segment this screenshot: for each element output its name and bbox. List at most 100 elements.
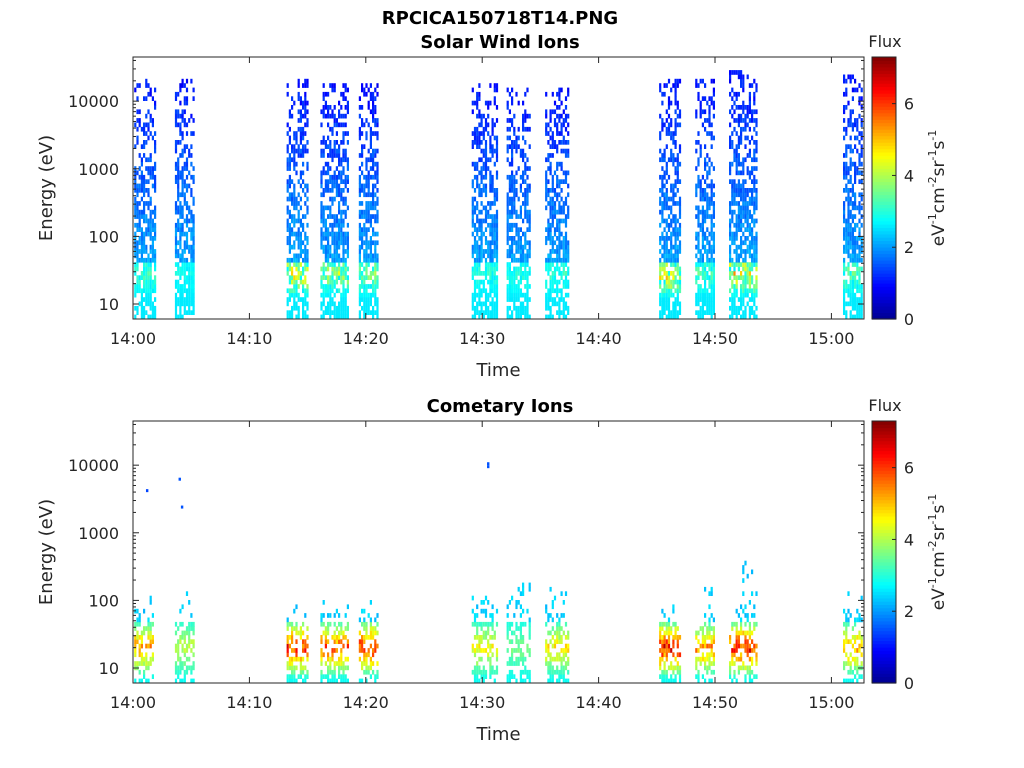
heatmap-cell [331,284,334,289]
heatmap-cell [526,192,529,198]
heatmap-cell [856,279,859,285]
heatmap-cell [556,621,559,627]
heatmap-cell [551,288,554,294]
heatmap-cell [695,656,698,662]
heatmap-cell [154,284,157,289]
heatmap-cell [847,301,850,307]
heatmap-cell [365,244,368,250]
heatmap-cell [185,240,189,246]
heatmap-cell [338,188,341,193]
heatmap-cell [181,109,184,115]
heatmap-cell [358,643,361,649]
heatmap-cell [340,161,343,167]
heatmap-cell [329,188,332,193]
heatmap-cell [306,288,309,294]
heatmap-cell [547,643,550,649]
heatmap-cell [177,161,180,167]
heatmap-cell [493,196,496,202]
heatmap-cell [560,126,563,132]
heatmap-cell [342,288,345,294]
heatmap-cell [843,74,846,80]
heatmap-cell [737,310,740,315]
heatmap-cell [324,91,327,97]
heatmap-cell [190,227,193,232]
heatmap-cell [149,170,152,176]
heatmap-cell [845,87,848,93]
heatmap-cell [181,192,184,198]
colorbar-segment [872,125,896,130]
heatmap-cell [701,96,704,101]
heatmap-cell [845,174,848,180]
heatmap-cell [482,183,485,189]
heatmap-cell [562,613,565,618]
heatmap-cell [851,301,854,307]
heatmap-cell [322,236,325,241]
heatmap-cell [473,161,477,167]
heatmap-cell [729,70,732,75]
heatmap-cell [134,314,137,320]
heatmap-cell [304,183,307,189]
heatmap-cell [562,266,565,272]
heatmap-cell [670,310,673,315]
heatmap-cell [476,271,479,276]
heatmap-cell [526,201,529,206]
heatmap-cell [528,652,531,658]
heatmap-cell [304,257,307,263]
heatmap-cell [346,231,349,237]
heatmap-cell [183,218,186,224]
heatmap-cell [697,218,700,224]
heatmap-cell [327,188,330,193]
heatmap-cell [678,310,682,315]
heatmap-cell [286,266,289,272]
heatmap-cell [699,78,702,84]
heatmap-cell [179,656,182,662]
heatmap-cell [154,87,157,93]
heatmap-cell [192,214,195,219]
heatmap-cell [342,669,345,675]
heatmap-cell [567,678,570,684]
heatmap-cell [508,135,511,141]
heatmap-cell [367,292,370,298]
heatmap-cell [522,118,525,123]
heatmap-cell [482,148,485,154]
heatmap-cell [376,231,379,237]
heatmap-cell [524,314,527,320]
heatmap-cell [493,135,496,141]
heatmap-cell [369,214,372,219]
heatmap-cell [190,192,193,198]
heatmap-cell [145,83,148,88]
heatmap-cell [327,109,330,115]
heatmap-cell [151,170,154,176]
heatmap-cell [553,201,557,206]
heatmap-cell [342,253,345,259]
heatmap-cell [482,218,485,224]
heatmap-cell [506,205,509,211]
heatmap-cell [710,188,713,193]
heatmap-cell [363,652,366,658]
heatmap-cell [701,297,704,302]
heatmap-cell [489,183,492,189]
heatmap-cell [710,144,713,149]
heatmap-cell [372,131,375,136]
heatmap-cell [729,275,732,280]
heatmap-cell [506,240,509,246]
heatmap-cell [369,600,372,605]
heatmap-cell [329,214,332,219]
heatmap-cell [340,188,343,193]
heatmap-cell [524,621,527,627]
heatmap-cell [564,635,568,640]
heatmap-cell [151,222,154,228]
heatmap-cell [547,131,550,136]
heatmap-cell [134,214,137,219]
heatmap-cell [744,266,747,272]
heatmap-cell [564,314,568,320]
heatmap-cell [729,201,732,206]
heatmap-cell [344,105,347,110]
heatmap-cell [473,166,477,171]
heatmap-cell [843,236,846,241]
heatmap-cell [322,209,325,215]
heatmap-cell [744,105,747,110]
heatmap-cell [558,96,561,101]
heatmap-cell [489,249,492,254]
heatmap-cell [856,297,859,302]
